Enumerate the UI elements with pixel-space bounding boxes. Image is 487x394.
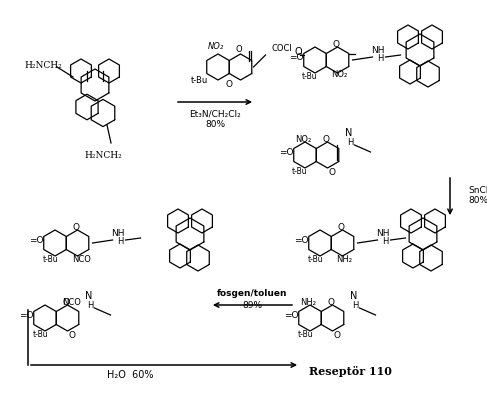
Text: NH: NH xyxy=(376,229,389,238)
Text: O: O xyxy=(68,331,75,340)
Text: 80%: 80% xyxy=(468,196,487,205)
Text: Et₃N/CH₂Cl₂: Et₃N/CH₂Cl₂ xyxy=(189,109,241,118)
Text: H: H xyxy=(352,301,359,310)
Text: t-Bu: t-Bu xyxy=(308,255,324,264)
Text: H: H xyxy=(117,237,124,246)
Text: SnCl₂/EtOH: SnCl₂/EtOH xyxy=(468,185,487,194)
Text: O: O xyxy=(235,45,242,54)
Text: t-Bu: t-Bu xyxy=(298,330,314,339)
Text: 80%: 80% xyxy=(205,120,225,129)
Text: O: O xyxy=(337,223,344,232)
Text: =O: =O xyxy=(279,148,293,157)
Text: =O: =O xyxy=(19,311,33,320)
Text: O: O xyxy=(72,223,79,232)
Text: O: O xyxy=(327,298,334,307)
Text: NH₂: NH₂ xyxy=(300,298,316,307)
Text: H: H xyxy=(87,301,94,310)
Text: t-Bu: t-Bu xyxy=(190,76,207,85)
Text: t-Bu: t-Bu xyxy=(33,330,49,339)
Text: H₂NCH₂: H₂NCH₂ xyxy=(24,61,62,69)
Text: COCl: COCl xyxy=(272,44,292,53)
Text: 89%: 89% xyxy=(242,301,262,310)
Text: NCO: NCO xyxy=(62,298,81,307)
Text: =O: =O xyxy=(29,236,43,245)
Text: O: O xyxy=(322,135,329,144)
Text: H: H xyxy=(377,54,384,63)
Text: NO₂: NO₂ xyxy=(208,42,224,51)
Text: H: H xyxy=(347,138,354,147)
Text: N: N xyxy=(85,291,92,301)
Text: O: O xyxy=(332,40,339,49)
Text: H: H xyxy=(382,237,389,246)
Text: NCO: NCO xyxy=(72,255,91,264)
Text: O: O xyxy=(62,298,69,307)
Text: =O: =O xyxy=(294,236,308,245)
Text: NO₂: NO₂ xyxy=(331,70,348,79)
Text: NH: NH xyxy=(111,229,124,238)
Text: fosgen/toluen: fosgen/toluen xyxy=(217,289,287,298)
Text: t-Bu: t-Bu xyxy=(292,167,308,176)
Text: NH₂: NH₂ xyxy=(337,255,353,264)
Text: H₂NCH₂: H₂NCH₂ xyxy=(84,151,122,160)
Text: N: N xyxy=(345,128,352,138)
Text: O: O xyxy=(226,80,233,89)
Text: H₂O  60%: H₂O 60% xyxy=(107,370,153,380)
Text: t-Bu: t-Bu xyxy=(43,255,59,264)
Text: N: N xyxy=(350,291,357,301)
Text: t-Bu: t-Bu xyxy=(302,72,318,81)
Text: =O: =O xyxy=(284,311,298,320)
Text: O: O xyxy=(333,331,340,340)
Text: NO₂: NO₂ xyxy=(295,135,311,144)
Text: O: O xyxy=(328,168,335,177)
Text: O: O xyxy=(294,47,302,57)
Text: Reseptör 110: Reseptör 110 xyxy=(309,366,392,377)
Text: =O: =O xyxy=(289,53,303,62)
Text: NH: NH xyxy=(371,46,384,55)
